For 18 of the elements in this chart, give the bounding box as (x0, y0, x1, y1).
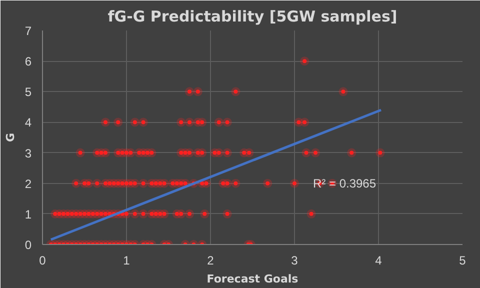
x-tick-label: 3 (291, 254, 298, 268)
x-tick-label: 5 (459, 254, 466, 268)
chart-title: fG-G Predictability [5GW samples] (108, 8, 398, 26)
x-tick-label: 1 (123, 254, 130, 268)
y-axis-title: G (4, 132, 17, 142)
y-tick-label: 1 (24, 207, 32, 222)
x-tick-label: 4 (375, 254, 382, 268)
y-tick-label: 5 (24, 85, 32, 100)
y-tick-label: 4 (24, 116, 32, 130)
x-tick-label: 2 (207, 254, 214, 268)
y-tick-label: 3 (24, 146, 32, 160)
annotation: R² = 0.3965 (312, 176, 376, 190)
x-axis-title: Forecast Goals (206, 272, 299, 286)
y-tick-label: 7 (24, 24, 32, 38)
x-tick-label: 0 (39, 254, 46, 268)
y-tick-label: 2 (24, 176, 32, 191)
y-tick-label: 6 (24, 54, 32, 69)
y-tick-label: 0 (24, 238, 32, 252)
